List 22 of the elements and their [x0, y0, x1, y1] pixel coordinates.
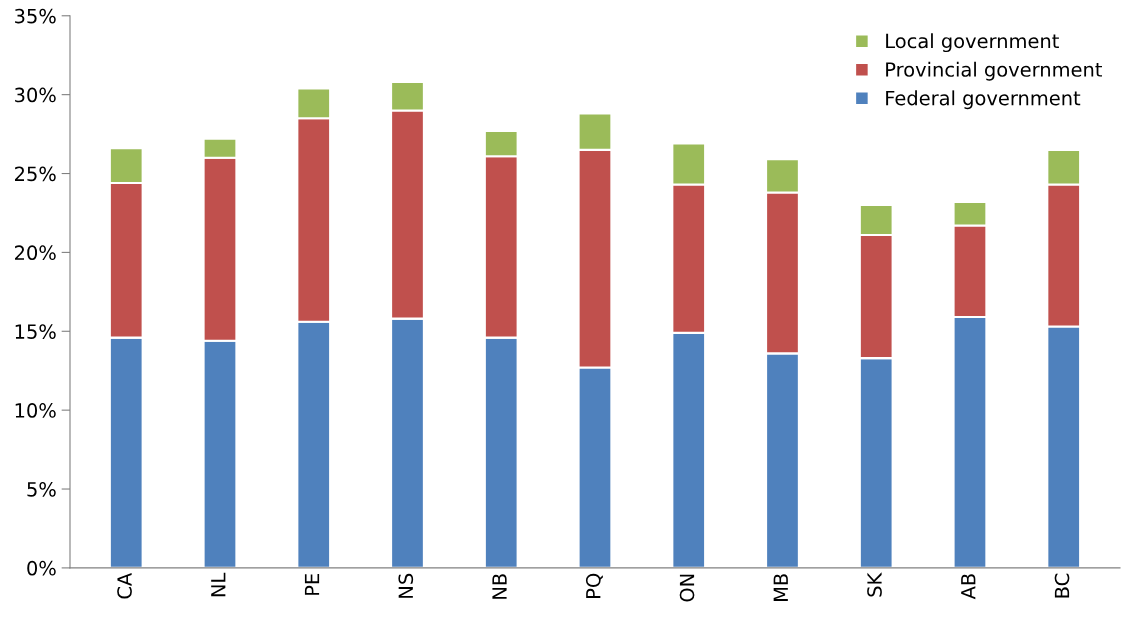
x-tick-label: PQ [585, 573, 603, 598]
y-tick-label: 0% [27, 560, 56, 576]
x-tick-label: BC [1054, 573, 1070, 598]
y-tick-label: 10% [15, 403, 56, 418]
x-tick-label: NL [211, 572, 226, 597]
legend-label: Federal government [886, 90, 1081, 110]
x-tick-label: MB [773, 574, 788, 601]
legend-label: Provincial government [886, 61, 1102, 81]
y-tick-label: 30% [15, 87, 56, 103]
x-tick-label: SK [867, 572, 882, 597]
legend-label: Local government [886, 33, 1059, 53]
x-tick-label: ON [679, 574, 695, 602]
y-tick-label: 5% [27, 481, 56, 497]
y-tick-label: 20% [15, 245, 56, 261]
x-tick-label: NS [398, 573, 414, 598]
x-tick-label: CA [117, 572, 132, 599]
x-tick-label: NB [492, 574, 507, 599]
y-tick-label: 15% [15, 324, 56, 339]
x-tick-label: PE [304, 574, 320, 595]
y-tick-label: 25% [15, 166, 56, 182]
x-tick-label: AB [961, 574, 976, 600]
y-tick-label: 35% [15, 8, 56, 24]
